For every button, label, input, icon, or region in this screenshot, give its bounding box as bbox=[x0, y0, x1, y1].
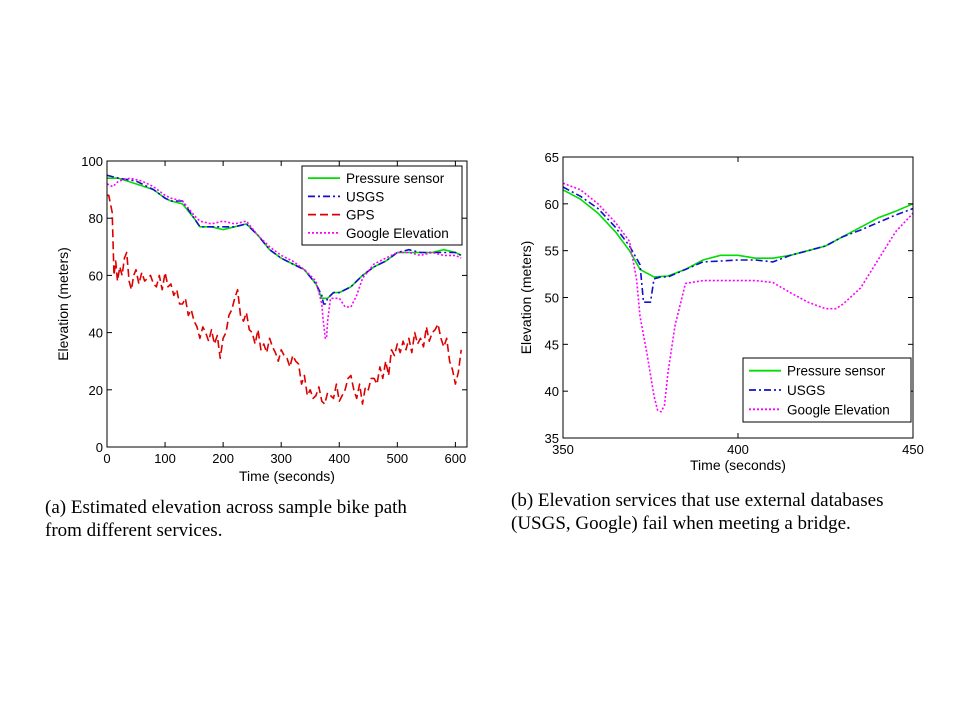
y-tick-label: 100 bbox=[81, 154, 103, 169]
caption-a: (a) Estimated elevation across sample bi… bbox=[45, 496, 495, 542]
series-line-google-elevation bbox=[107, 177, 462, 340]
y-tick-label: 45 bbox=[545, 337, 559, 352]
caption-a-line-1: (a) Estimated elevation across sample bi… bbox=[45, 497, 407, 518]
y-tick-label: 60 bbox=[89, 268, 103, 283]
legend: Pressure sensor USGS GPS Google Elevation bbox=[301, 165, 463, 246]
legend-label: Pressure sensor bbox=[787, 364, 886, 379]
series-group bbox=[107, 174, 462, 405]
x-tick-label: 400 bbox=[328, 451, 350, 466]
x-tick-label: 100 bbox=[154, 451, 176, 466]
x-tick-label: 500 bbox=[386, 451, 408, 466]
y-tick-label: 65 bbox=[545, 150, 559, 165]
plot-frame bbox=[106, 160, 468, 448]
caption-b-line-2: (USGS, Google) fail when meeting a bridg… bbox=[511, 513, 851, 534]
y-tick-label: 55 bbox=[545, 244, 559, 259]
caption-b-line-1: (b) Elevation services that use external… bbox=[511, 490, 884, 511]
x-tick-label: 450 bbox=[902, 442, 924, 457]
y-tick-label: 50 bbox=[545, 291, 559, 306]
y-tick-label: 20 bbox=[89, 383, 103, 398]
x-axis-label: Time (seconds) bbox=[690, 457, 786, 473]
legend-label: GPS bbox=[346, 208, 375, 223]
series-line-usgs bbox=[563, 186, 913, 304]
x-tick-label: 200 bbox=[212, 451, 234, 466]
y-axis-label: Elevation (meters) bbox=[55, 247, 71, 361]
y-tick-label: 0 bbox=[96, 440, 103, 455]
y-tick-label: 40 bbox=[89, 326, 103, 341]
x-tick-label: 600 bbox=[445, 451, 467, 466]
series-group bbox=[563, 182, 913, 413]
series-line-google-elevation bbox=[563, 182, 913, 413]
series-line-usgs bbox=[107, 174, 462, 305]
y-axis-label: Elevation (meters) bbox=[518, 241, 534, 355]
x-tick-label: 300 bbox=[270, 451, 292, 466]
y-tick-label: 60 bbox=[545, 197, 559, 212]
x-tick-label: 350 bbox=[552, 442, 574, 457]
legend-box bbox=[301, 165, 463, 246]
caption-a-line-2: from different services. bbox=[45, 520, 223, 541]
x-tick-label: 0 bbox=[103, 451, 110, 466]
x-axis-label: Time (seconds) bbox=[239, 468, 335, 484]
x-tick-label: 400 bbox=[727, 442, 749, 457]
legend: Pressure sensor USGS Google Elevation bbox=[742, 357, 912, 423]
y-tick-label: 80 bbox=[89, 211, 103, 226]
caption-b: (b) Elevation services that use external… bbox=[511, 489, 951, 535]
series-line-pressure-sensor bbox=[563, 189, 913, 278]
series-line-gps bbox=[107, 194, 462, 405]
legend-label: Pressure sensor bbox=[346, 171, 445, 186]
legend-label: Google Elevation bbox=[787, 402, 890, 417]
legend-label: USGS bbox=[346, 189, 384, 204]
y-tick-label: 40 bbox=[545, 384, 559, 399]
legend-label: Google Elevation bbox=[346, 226, 449, 241]
legend-label: USGS bbox=[787, 383, 825, 398]
y-tick-label: 35 bbox=[545, 431, 559, 446]
